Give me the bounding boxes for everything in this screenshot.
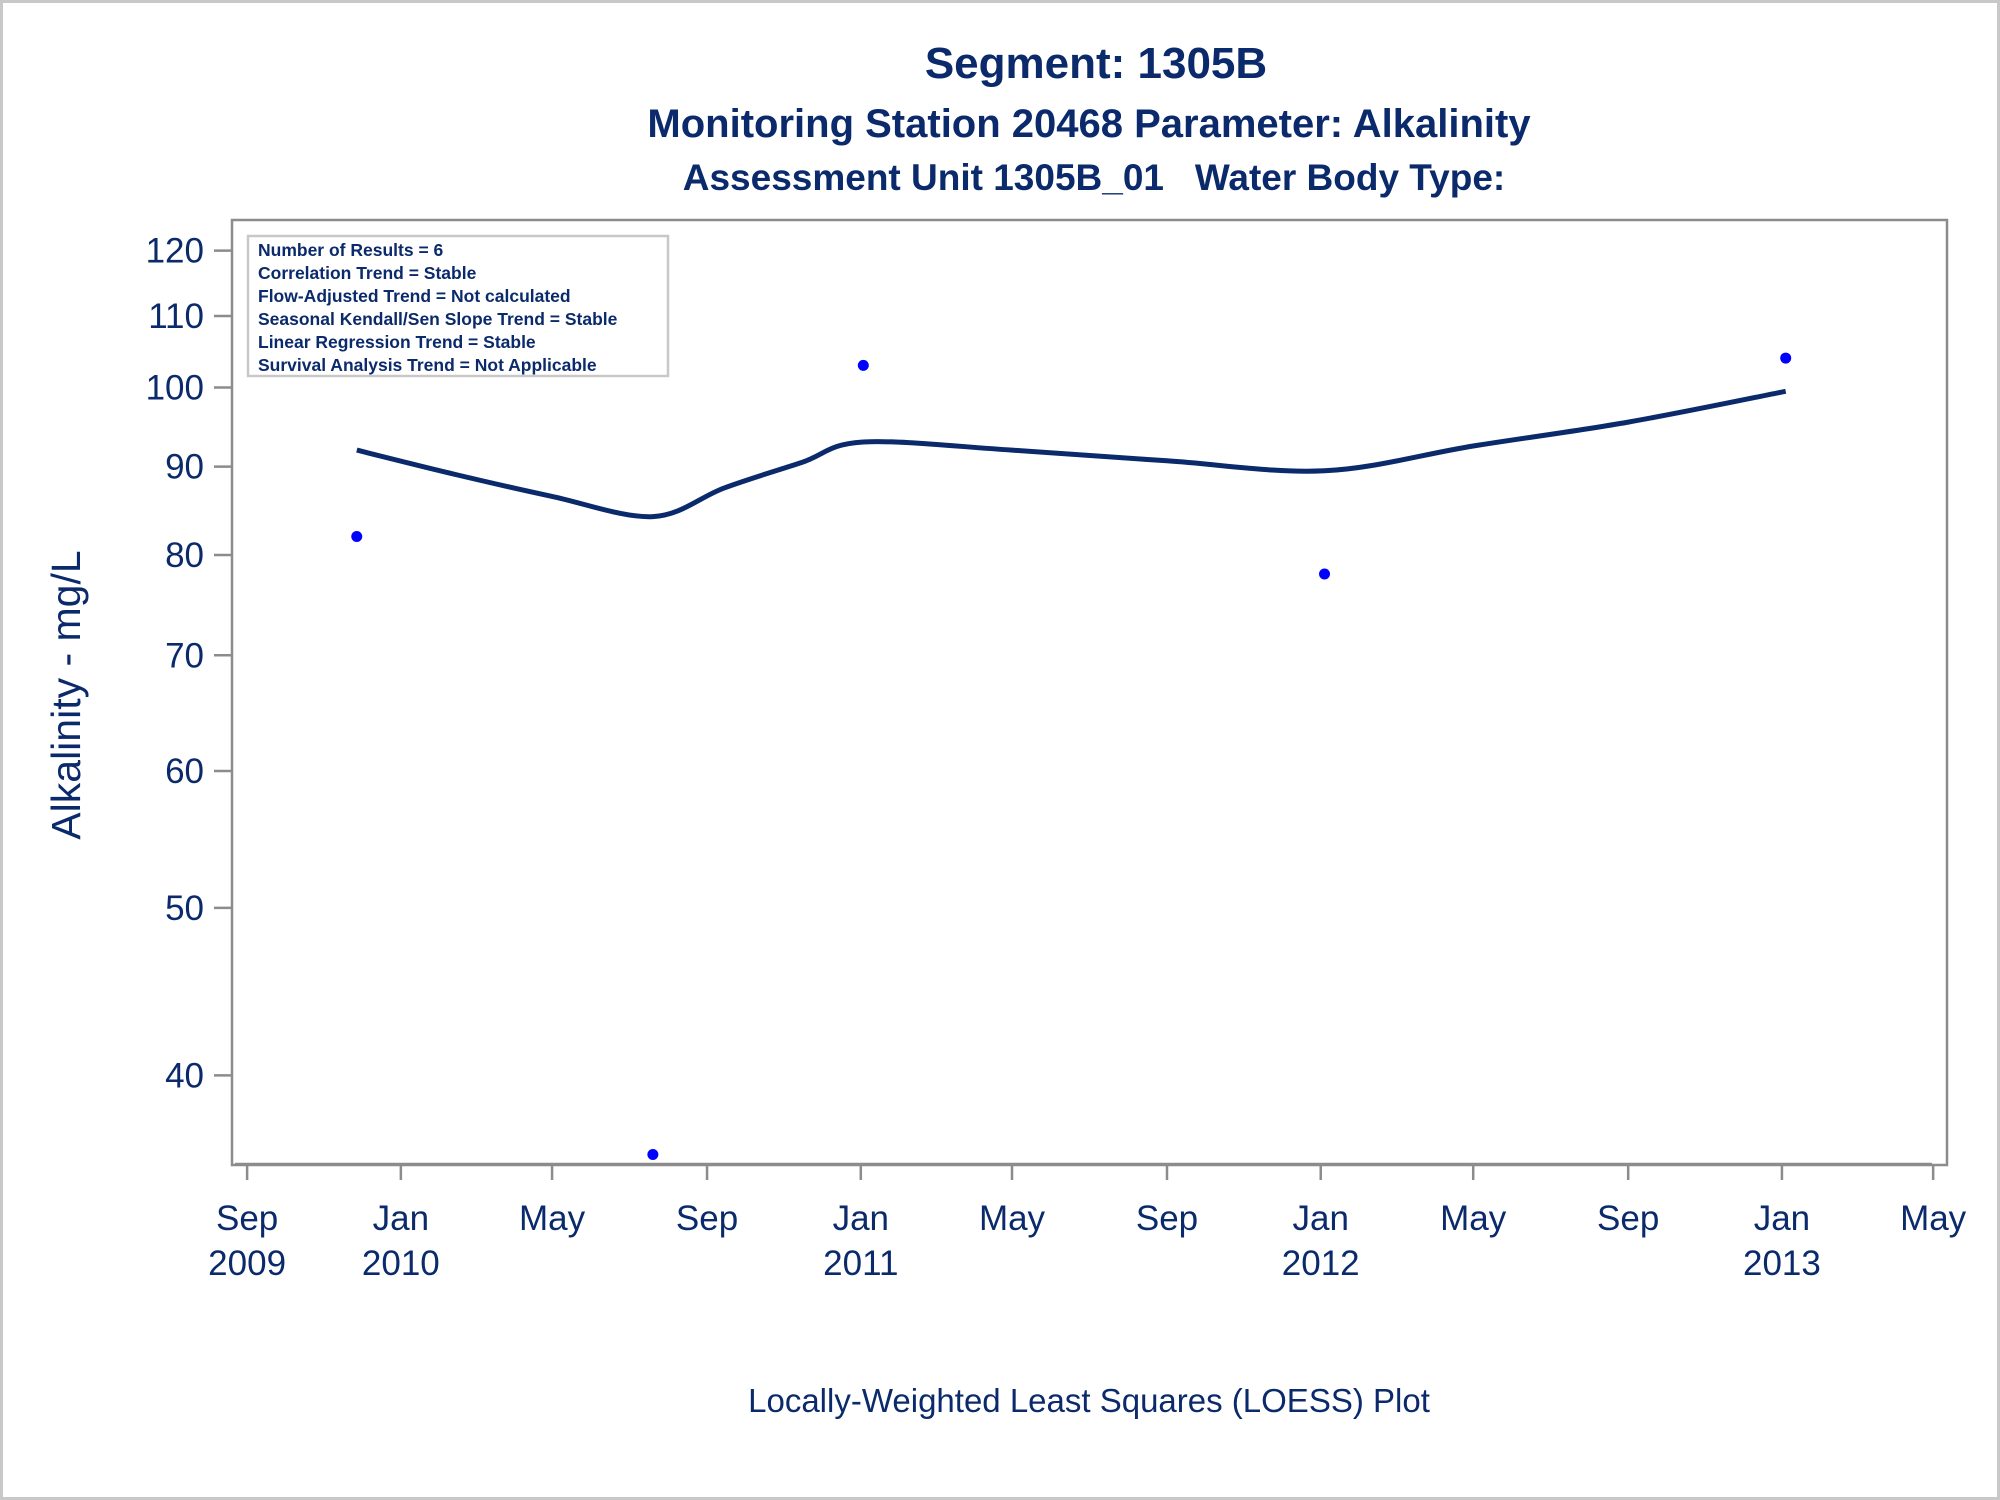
data-point [647, 1149, 659, 1161]
stats-legend-line: Correlation Trend = Stable [258, 263, 477, 283]
chart-subtitle: Monitoring Station 20468 Parameter: Alka… [647, 102, 1531, 146]
y-axis: 40 50 60 70 80 90 100 110 120 [146, 232, 232, 1095]
x-tick-label-year: 2010 [362, 1244, 440, 1283]
x-tick-label: May [979, 1199, 1046, 1238]
x-tick-label: Jan [1293, 1199, 1349, 1238]
stats-legend: Number of Results = 6 Correlation Trend =… [246, 234, 670, 378]
x-tick-label: Jan [833, 1199, 889, 1238]
data-point [1319, 568, 1331, 580]
chart-subtitle-2: Assessment Unit 1305B_01 Water Body Type… [683, 157, 1506, 198]
stats-legend-line: Survival Analysis Trend = Not Applicable [258, 355, 597, 375]
chart-title: Segment: 1305B [925, 39, 1267, 88]
y-tick-label: 110 [148, 297, 204, 336]
y-tick-label: 40 [165, 1056, 204, 1095]
y-tick-label: 90 [165, 448, 204, 487]
y-tick-label: 100 [146, 369, 204, 408]
x-tick-label: Sep [676, 1199, 738, 1238]
stats-legend-line: Seasonal Kendall/Sen Slope Trend = Stabl… [258, 309, 618, 329]
data-point [1780, 352, 1792, 364]
x-tick-label: May [1440, 1199, 1507, 1238]
y-tick-label: 80 [165, 536, 204, 575]
y-tick-label: 50 [165, 889, 204, 928]
x-tick-label-year: 2011 [823, 1244, 898, 1283]
x-tick-label: May [1900, 1199, 1967, 1238]
x-tick-label: Sep [216, 1199, 278, 1238]
x-tick-label: Sep [1136, 1199, 1198, 1238]
y-tick-label: 60 [165, 752, 204, 791]
stats-legend-line: Number of Results = 6 [258, 240, 444, 260]
y-tick-label: 70 [165, 636, 204, 675]
x-tick-label: Sep [1597, 1199, 1659, 1238]
loess-line [356, 388, 1787, 520]
data-point [857, 359, 869, 371]
x-tick-label: Jan [373, 1199, 429, 1238]
data-point [351, 531, 363, 543]
x-tick-label-year: 2009 [208, 1244, 286, 1283]
x-tick-label: Jan [1754, 1199, 1810, 1238]
y-axis-label: Alkalinity - mg/L [43, 550, 89, 839]
chart-footnote: Locally-Weighted Least Squares (LOESS) P… [748, 1382, 1430, 1419]
x-tick-label-year: 2013 [1743, 1244, 1821, 1283]
series-layer [351, 352, 1792, 1161]
x-axis: Sep 2009 Jan 2010 May Sep Jan 2011 May Sep Jan 2012… [208, 1162, 1967, 1283]
stats-legend-line: Linear Regression Trend = Stable [258, 332, 536, 352]
stats-legend-line: Flow-Adjusted Trend = Not calculated [258, 286, 571, 306]
y-tick-label: 120 [146, 232, 204, 271]
x-tick-label-year: 2012 [1282, 1244, 1360, 1283]
x-tick-label: May [519, 1199, 586, 1238]
